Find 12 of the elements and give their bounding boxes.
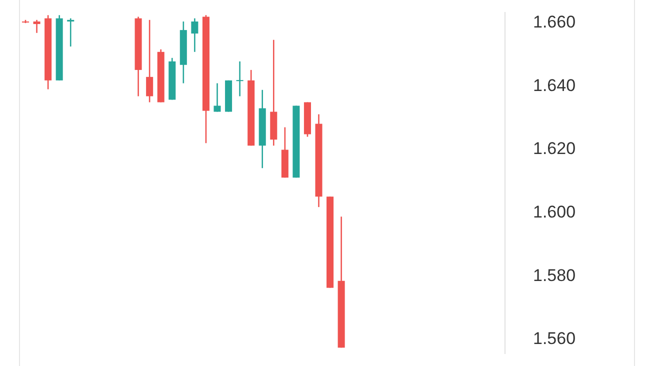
candlestick [236, 60, 244, 97]
y-tick-label: 1.600 [533, 202, 576, 222]
y-tick-label: 1.620 [533, 139, 576, 158]
candlestick [214, 82, 221, 112]
y-tick-label: 1.560 [533, 329, 576, 348]
y-tick-label: 1.640 [533, 76, 576, 95]
candlestick [146, 19, 154, 103]
y-tick-label: 1.660 [533, 12, 576, 32]
candlestick [33, 19, 40, 34]
candlestick [191, 18, 198, 53]
candlestick [67, 18, 74, 48]
y-tick-label: 1.580 [533, 266, 576, 285]
